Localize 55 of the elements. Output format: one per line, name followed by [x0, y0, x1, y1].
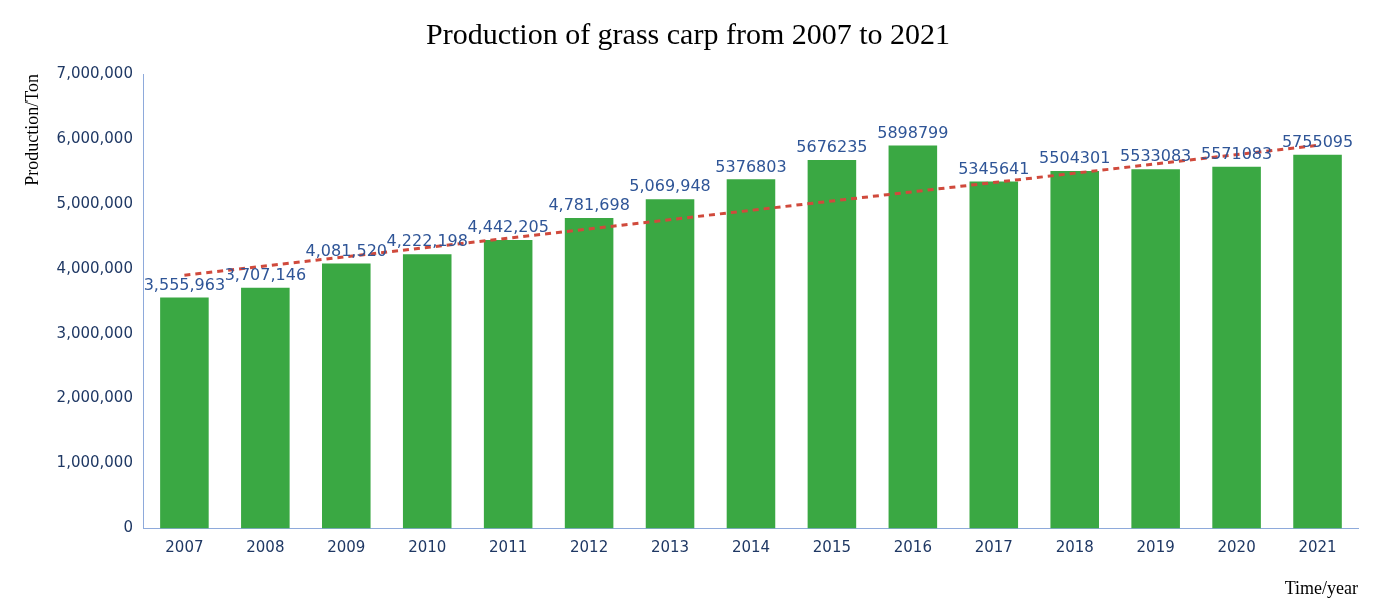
- bar: [807, 159, 857, 529]
- data-label: 4,442,205: [467, 217, 549, 237]
- bar: [160, 297, 209, 529]
- x-tick-label: 2015: [812, 538, 851, 557]
- x-tick-label: 2018: [1055, 538, 1094, 557]
- x-tick-label: 2009: [327, 538, 366, 557]
- bar: [483, 240, 533, 529]
- bar: [726, 179, 776, 529]
- bar: [1131, 169, 1180, 529]
- bar: [402, 254, 452, 529]
- data-label: 4,781,698: [548, 195, 630, 215]
- data-label: 5676235: [796, 137, 868, 157]
- data-label: 5345641: [958, 158, 1030, 178]
- x-tick-label: 2020: [1217, 538, 1256, 557]
- x-tick-label: 2013: [650, 538, 690, 557]
- x-axis-title: Time/year: [1284, 577, 1358, 598]
- y-tick-label: 5,000,000: [56, 193, 133, 212]
- bar: [888, 145, 938, 529]
- bar: [969, 181, 1019, 529]
- bar: [322, 263, 371, 529]
- bar: [1050, 171, 1099, 529]
- data-label: 3,555,963: [143, 274, 226, 294]
- x-tick-label: 2014: [731, 538, 771, 557]
- data-label: 5898799: [877, 122, 949, 142]
- data-label: 5533083: [1120, 146, 1192, 166]
- x-tick-label: 2019: [1136, 538, 1175, 557]
- data-label: 4,081,520: [305, 240, 387, 260]
- data-label: 5755095: [1281, 131, 1354, 151]
- x-tick-label: 2012: [570, 538, 609, 557]
- x-tick-label: 2008: [246, 538, 285, 557]
- y-tick-label: 4,000,000: [56, 258, 133, 277]
- y-tick-label: 0: [123, 518, 133, 537]
- bar: [241, 287, 290, 529]
- x-tick-label: 2011: [489, 538, 528, 557]
- bar: [564, 218, 614, 529]
- y-tick-label: 3,000,000: [56, 323, 133, 342]
- x-tick-label: 2007: [165, 538, 204, 557]
- chart-title: Production of grass carp from 2007 to 2021: [425, 16, 951, 50]
- y-tick-label: 1,000,000: [56, 453, 133, 472]
- bar: [1212, 166, 1261, 529]
- data-label: 4,222,198: [386, 231, 468, 251]
- y-tick-label: 2,000,000: [56, 388, 133, 407]
- y-tick-label: 7,000,000: [56, 63, 133, 82]
- x-tick-label: 2017: [974, 538, 1013, 557]
- bar: [645, 199, 695, 529]
- x-tick-label: 2021: [1298, 538, 1337, 557]
- data-label: 3,707,146: [224, 264, 307, 284]
- y-axis-title: Production/Ton: [21, 74, 42, 186]
- x-tick-label: 2010: [408, 538, 447, 557]
- data-label: 5376803: [715, 156, 787, 176]
- data-label: 5504301: [1039, 148, 1111, 168]
- y-tick-label: 6,000,000: [56, 128, 133, 147]
- x-tick-label: 2016: [893, 538, 932, 557]
- data-label: 5,069,948: [629, 176, 711, 196]
- bar: [1293, 154, 1342, 529]
